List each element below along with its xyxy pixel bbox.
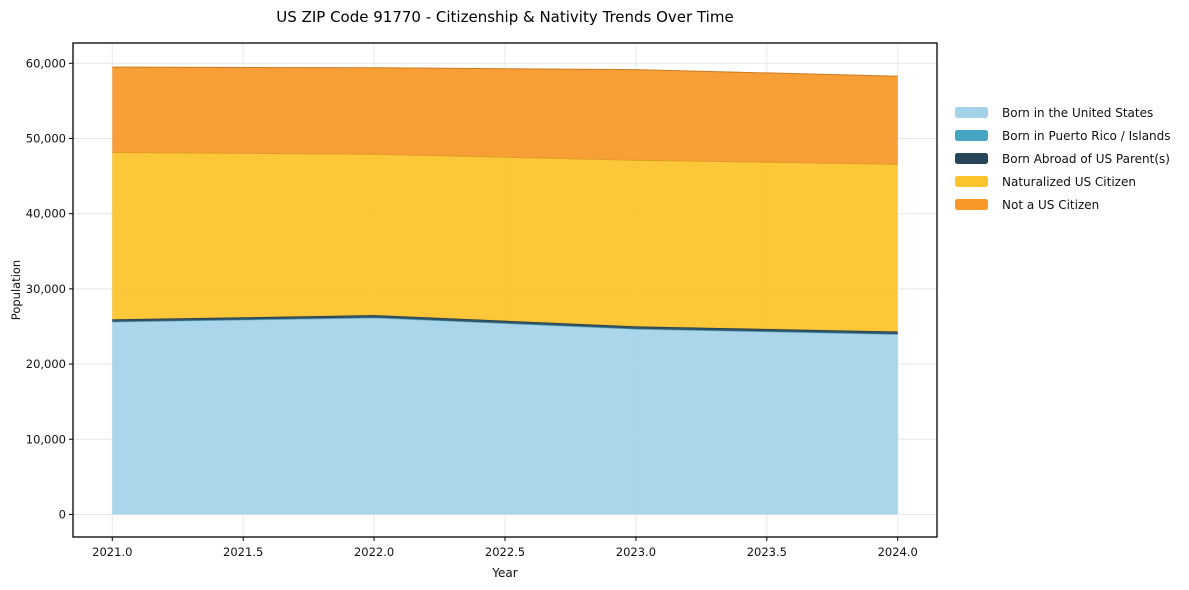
y-tick-label: 0 xyxy=(59,507,66,521)
legend-label: Naturalized US Citizen xyxy=(1002,174,1136,189)
legend-swatch xyxy=(955,130,988,141)
area-not-a-us-citizen xyxy=(112,67,898,165)
legend-label: Born in Puerto Rico / Islands xyxy=(1002,128,1171,143)
area-naturalized-us-citizen xyxy=(112,152,898,332)
x-tick-label: 2024.0 xyxy=(878,545,918,559)
legend-item-born-in-the-united-states: Born in the United States xyxy=(955,101,1171,124)
legend-item-born-abroad-of-us-parent-s: Born Abroad of US Parent(s) xyxy=(955,147,1171,170)
legend: Born in the United States Born in Puerto … xyxy=(955,101,1171,216)
legend-item-not-a-us-citizen: Not a US Citizen xyxy=(955,193,1171,216)
x-tick-label: 2022.0 xyxy=(354,545,394,559)
legend-swatch xyxy=(955,153,988,164)
legend-item-born-in-puerto-rico-islands: Born in Puerto Rico / Islands xyxy=(955,124,1171,147)
area-edge-not-a-us-citizen xyxy=(112,66,898,77)
x-tick-label: 2022.5 xyxy=(485,545,525,559)
legend-swatch xyxy=(955,176,988,187)
legend-label: Not a US Citizen xyxy=(1002,197,1100,212)
area-born-in-the-united-states xyxy=(112,317,898,515)
y-tick-label: 60,000 xyxy=(26,56,66,70)
x-tick-label: 2021.0 xyxy=(92,545,132,559)
y-tick-label: 20,000 xyxy=(26,357,66,371)
chart-title: US ZIP Code 91770 - Citizenship & Nativi… xyxy=(276,8,734,26)
legend-label: Born Abroad of US Parent(s) xyxy=(1002,151,1170,166)
y-tick-label: 10,000 xyxy=(26,432,66,446)
y-axis-label: Population xyxy=(9,259,23,321)
area-born-abroad-of-us-parent-s xyxy=(112,315,898,334)
y-tick-label: 50,000 xyxy=(26,131,66,145)
x-tick-label: 2023.5 xyxy=(747,545,787,559)
legend-swatch xyxy=(955,199,988,210)
x-tick-label: 2021.5 xyxy=(223,545,263,559)
x-tick-label: 2023.0 xyxy=(616,545,656,559)
y-tick-label: 40,000 xyxy=(26,207,66,221)
x-axis-label: Year xyxy=(492,566,518,580)
legend-swatch xyxy=(955,107,988,118)
legend-label: Born in the United States xyxy=(1002,105,1154,120)
y-tick-label: 30,000 xyxy=(26,282,66,296)
legend-item-naturalized-us-citizen: Naturalized US Citizen xyxy=(955,170,1171,193)
